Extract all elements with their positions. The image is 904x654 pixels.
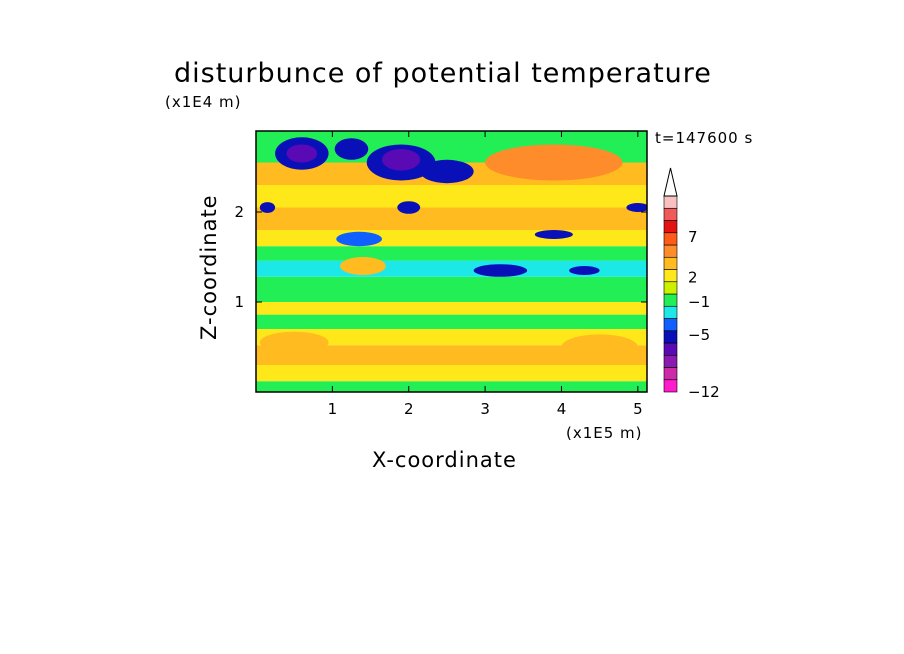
field-anomaly xyxy=(286,144,318,163)
colorbar-label: −1 xyxy=(688,293,710,311)
field-band xyxy=(256,207,647,230)
colorbar-swatch xyxy=(663,232,678,246)
colorbar-swatch xyxy=(663,207,678,221)
field-band xyxy=(256,185,647,208)
field-anomaly xyxy=(626,203,647,212)
colorbar-swatch xyxy=(663,195,678,209)
x-tick-label: 2 xyxy=(404,400,414,418)
field-anomaly xyxy=(382,149,421,171)
colorbar-label: −5 xyxy=(688,326,710,344)
field-anomaly xyxy=(569,266,600,275)
x-tick-label: 5 xyxy=(633,400,643,418)
x-axis-label: X-coordinate xyxy=(372,448,517,472)
field-anomaly xyxy=(259,202,276,213)
field-band xyxy=(256,365,647,382)
x-axis-unit: (x1E5 m) xyxy=(566,424,643,442)
x-tick-label: 4 xyxy=(557,400,567,418)
x-tick-label: 3 xyxy=(480,400,490,418)
field-band xyxy=(256,276,647,302)
field-band xyxy=(256,345,647,365)
field-anomaly xyxy=(340,257,386,275)
colorbar: 7 2 −1 −5 −12 xyxy=(663,167,720,401)
colorbar-label: 7 xyxy=(688,228,698,246)
field-band xyxy=(256,314,647,329)
colorbar-swatch xyxy=(663,269,678,283)
colorbar-swatch xyxy=(663,281,678,295)
colorbar-swatch xyxy=(663,256,678,270)
colorbar-swatch xyxy=(663,379,678,393)
colorbar-swatch xyxy=(663,342,678,356)
field-band xyxy=(256,329,647,346)
plot-frame xyxy=(255,130,648,393)
field-anomaly xyxy=(259,331,329,354)
field-anomaly xyxy=(534,230,573,239)
y-tick-label: 1 xyxy=(234,293,244,311)
colorbar-swatch xyxy=(663,318,678,332)
colorbar-swatch xyxy=(663,367,678,381)
time-stamp: t=147600 s xyxy=(655,129,754,147)
y-tick-label: 2 xyxy=(234,203,244,221)
colorbar-label: 2 xyxy=(688,269,698,287)
field-anomaly xyxy=(336,231,383,247)
colorbar-swatch xyxy=(663,220,678,234)
field-anomaly xyxy=(397,201,421,214)
colorbar-swatch xyxy=(663,244,678,258)
field-anomaly xyxy=(420,159,474,184)
field-anomaly xyxy=(473,264,528,277)
colorbar-swatch xyxy=(663,305,678,319)
x-tick-label: 1 xyxy=(328,400,338,418)
potential-temperature-field xyxy=(256,131,647,392)
field-band xyxy=(256,230,647,247)
field-band xyxy=(256,302,647,315)
chart-title: disturbunce of potential temperature xyxy=(174,58,712,89)
y-axis-ticks: 12 xyxy=(234,203,647,311)
x-axis-ticks: 1 2 3 4 5 xyxy=(328,131,643,418)
colorbar-swatch xyxy=(663,330,678,344)
colorbar-swatch xyxy=(663,293,678,307)
field-band xyxy=(256,246,647,261)
colorbar-label: −12 xyxy=(688,383,720,401)
colorbar-swatch xyxy=(663,354,678,368)
colorbar-extend-arrow xyxy=(663,167,678,197)
z-axis-unit: (x1E4 m) xyxy=(165,93,242,111)
field-anomaly xyxy=(485,144,623,181)
field-anomaly xyxy=(561,334,638,360)
field-anomaly xyxy=(334,138,369,160)
field-band xyxy=(256,381,647,392)
